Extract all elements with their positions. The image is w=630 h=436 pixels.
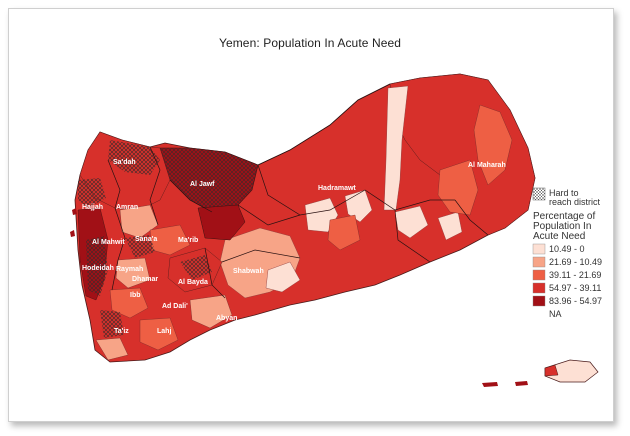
label-ad-dali: Ad Dali' <box>162 303 188 310</box>
region-shade-south-hatch <box>100 310 124 338</box>
label-al-maharah: Al Maharah <box>468 162 506 169</box>
label-marib: Ma'rib <box>178 237 198 244</box>
label-lahj: Lahj <box>157 328 171 335</box>
region-shade-mid-east <box>437 159 479 216</box>
region-shade-light-blob2 <box>344 189 373 223</box>
region-shade-light-strip <box>383 85 409 211</box>
label-al-mahwit: Al Mahwit <box>92 239 125 246</box>
legend-class-1: 21.69 - 10.49 <box>549 257 602 267</box>
label-raymah: Raymah <box>116 266 143 273</box>
legend-na: NA <box>549 309 562 319</box>
region-labels: Sa'dah Al Jawf Hajjah Amran Hadramawt Al… <box>82 159 506 335</box>
label-amran: Amran <box>116 204 138 211</box>
legend-class-2: 39.11 - 21.69 <box>549 270 601 280</box>
label-saada: Sa'dah <box>113 159 136 166</box>
region-shade-lahj-mid <box>139 317 179 351</box>
legend-title-3: Acute Need <box>533 231 585 242</box>
region-shade-shabwah-light <box>265 261 301 293</box>
legend-class-0: 10.49 - 0 <box>549 244 585 254</box>
region-shade-ibb-mid <box>109 287 149 319</box>
label-ibb: Ibb <box>130 292 141 299</box>
region-shade-hodeidah-hatch <box>86 236 108 296</box>
island-small-4 <box>70 230 75 237</box>
socotra-tip <box>544 364 559 377</box>
legend-hatch-label-2: reach district <box>549 197 601 207</box>
label-taiz: Ta'iz <box>114 328 129 335</box>
island-small-3 <box>72 208 77 215</box>
legend-class-4: 83.96 - 54.97 <box>549 296 602 306</box>
legend-swatch-3 <box>532 282 546 294</box>
region-shade-light-blob3 <box>394 205 429 239</box>
legend-swatch-0 <box>532 243 546 255</box>
region-shade-al-bayda-hatch <box>180 255 212 280</box>
governorate-borders <box>107 83 489 299</box>
region-shade-dhamar-light <box>115 257 151 289</box>
legend-hatch-swatch <box>532 187 546 201</box>
socotra-island <box>544 359 599 383</box>
legend-swatch-4 <box>532 295 546 307</box>
region-shade-al-jawf-hatch <box>160 148 258 212</box>
legend-hatch-label-1: Hard to <box>549 188 579 198</box>
island-small-2 <box>515 381 528 386</box>
region-shade-marib-dark <box>197 204 246 241</box>
legend-title-2: Population In <box>533 221 591 232</box>
map-legend: Hard to reach district Percentage of Pop… <box>532 187 602 319</box>
label-dhamar: Dhamar <box>132 276 158 283</box>
label-al-jawf: Al Jawf <box>190 181 215 188</box>
region-shade-light-blob4 <box>437 211 463 241</box>
label-shabwah: Shabwah <box>233 268 264 275</box>
region-shade-hajjah-hatch <box>78 178 106 208</box>
region-shade-saada-hatch <box>108 140 160 175</box>
label-hodeidah: Hodeidah <box>82 265 114 272</box>
legend-title-1: Percentage of <box>533 211 595 222</box>
map-title: Yemen: Population In Acute Need <box>218 36 402 50</box>
label-abyan: Abyan <box>216 315 237 322</box>
legend-swatch-2 <box>532 269 546 281</box>
island-small-1 <box>482 382 498 387</box>
legend-swatch-1 <box>532 256 546 268</box>
label-hajjah: Hajjah <box>82 204 103 211</box>
region-shade-central-hatch <box>125 235 155 258</box>
region-shade-mid-east2 <box>327 214 361 251</box>
region-shade-maharah-orange <box>473 104 513 186</box>
legend-class-3: 54.97 - 39.11 <box>549 283 601 293</box>
label-al-bayda: Al Bayda <box>178 279 208 286</box>
label-hadramawt: Hadramawt <box>318 185 356 192</box>
region-shade-taiz-light <box>95 337 129 361</box>
region-shade-abyan-light <box>189 294 233 329</box>
label-sanaa: Sana'a <box>135 236 157 243</box>
